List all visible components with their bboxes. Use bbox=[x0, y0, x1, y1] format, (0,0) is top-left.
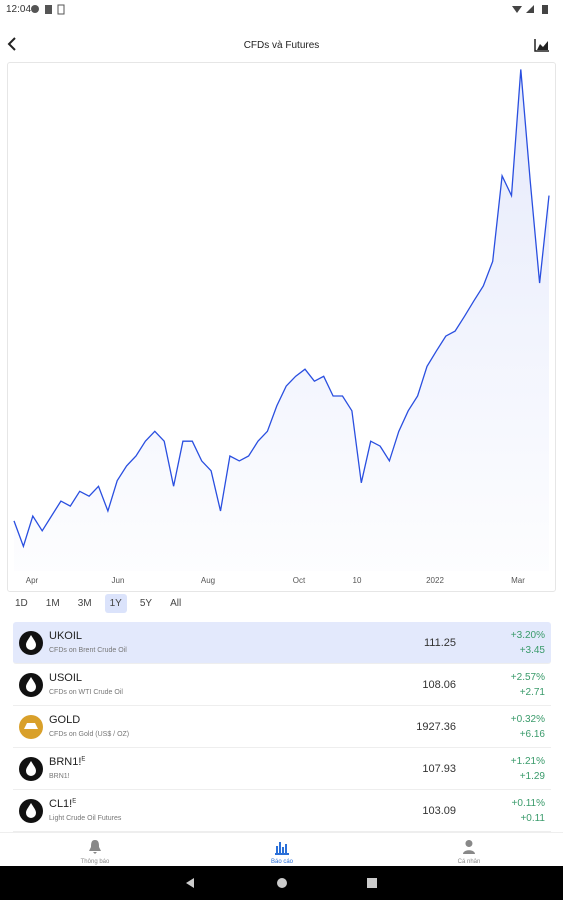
symbol-text: UKOIL bbox=[49, 630, 83, 642]
price: 107.93 bbox=[422, 763, 456, 775]
change: +2.71 bbox=[519, 687, 545, 698]
nav-icon[interactable] bbox=[274, 839, 290, 855]
x-label: Mar bbox=[511, 576, 525, 585]
percent: +3.20% bbox=[510, 630, 545, 641]
instrument-icon bbox=[19, 631, 43, 655]
system-buttons bbox=[186, 878, 377, 888]
range-button[interactable]: 5Y bbox=[139, 598, 153, 609]
symbol-text: CL1! bbox=[49, 798, 73, 810]
price: 103.09 bbox=[422, 805, 456, 817]
symbol-sup: E bbox=[72, 798, 77, 805]
x-label: 10 bbox=[353, 576, 362, 585]
price-line bbox=[13, 69, 550, 549]
title: CFDs và Futures bbox=[243, 40, 320, 51]
price: 108.06 bbox=[422, 679, 456, 691]
price: 111.25 bbox=[423, 637, 456, 649]
chart-card: Apr Jun Aug Oct 10 2022 Mar bbox=[7, 62, 556, 592]
icon-glyph bbox=[24, 723, 38, 729]
symbol: USOIL bbox=[49, 672, 82, 684]
header: CFDs và Futures bbox=[0, 28, 563, 62]
instrument-row[interactable]: BRN1!E BRN1! 107.93 +1.21% +1.29 bbox=[13, 748, 551, 790]
symbol: GOLD bbox=[49, 714, 80, 726]
time: 12:04 bbox=[6, 4, 32, 15]
description: CFDs on Brent Crude Oil bbox=[49, 647, 127, 654]
price: 1927.36 bbox=[416, 721, 456, 733]
instrument-row[interactable]: CL1!E Light Crude Oil Futures 103.09 +0.11%… bbox=[13, 790, 551, 832]
percent: +0.32% bbox=[510, 714, 545, 725]
description: CFDs on Gold (US$ / OZ) bbox=[49, 731, 130, 738]
person bbox=[463, 840, 475, 854]
symbol-text: GOLD bbox=[49, 714, 81, 726]
nav-label[interactable]: Báo cáo bbox=[270, 859, 294, 865]
x-label: Aug bbox=[201, 576, 215, 585]
instrument-icon bbox=[19, 715, 43, 739]
icon-glyph bbox=[26, 635, 36, 650]
percent: +1.21% bbox=[510, 756, 545, 767]
symbol-text: BRN1! bbox=[49, 756, 82, 768]
chart-icon[interactable] bbox=[534, 38, 550, 52]
symbol: BRN1!E bbox=[49, 756, 85, 768]
icon-glyph bbox=[26, 677, 36, 692]
status-bar: 12:04 bbox=[0, 0, 563, 20]
instrument-icon bbox=[19, 799, 43, 823]
instrument-icon bbox=[19, 673, 43, 697]
icon-glyph bbox=[26, 803, 36, 818]
range-button[interactable]: 1D bbox=[15, 598, 28, 609]
icon-glyph bbox=[26, 761, 36, 776]
range-button[interactable]: 3M bbox=[77, 598, 92, 609]
description: BRN1! bbox=[49, 773, 70, 780]
x-label: Oct bbox=[293, 576, 306, 585]
range-button[interactable]: 1M bbox=[45, 598, 60, 609]
status-right-icons bbox=[512, 5, 548, 14]
change: +0.11 bbox=[520, 813, 545, 824]
bottom-nav: Thông báo Báo cáo Cá nhân bbox=[0, 832, 563, 867]
change: +3.45 bbox=[519, 645, 545, 656]
x-label: 2022 bbox=[426, 576, 444, 585]
instrument-row[interactable]: GOLD CFDs on Gold (US$ / OZ) 1927.36 +0.32%… bbox=[13, 706, 551, 748]
change: +6.16 bbox=[519, 729, 545, 740]
range-selector: 1D 1M 3M 1Y 5Y All bbox=[10, 593, 194, 615]
percent: +2.57% bbox=[510, 672, 545, 683]
symbol: UKOIL bbox=[49, 630, 82, 642]
chart: Apr Jun Aug Oct 10 2022 Mar bbox=[13, 69, 550, 585]
nav-icon[interactable] bbox=[461, 839, 477, 855]
symbol-sup: E bbox=[81, 756, 86, 763]
nav-icon[interactable] bbox=[87, 839, 103, 855]
description: Light Crude Oil Futures bbox=[49, 815, 122, 822]
x-label: Jun bbox=[112, 576, 125, 585]
bars bbox=[275, 842, 289, 855]
instrument-icon bbox=[19, 757, 43, 781]
nav-label[interactable]: Cá nhân bbox=[457, 859, 481, 865]
back-button[interactable] bbox=[6, 37, 18, 51]
bell bbox=[89, 840, 101, 854]
instrument-row[interactable]: USOIL CFDs on WTI Crude Oil 108.06 +2.57% +2… bbox=[13, 664, 551, 706]
symbol: CL1!E bbox=[49, 798, 76, 810]
percent: +0.11% bbox=[511, 798, 545, 809]
range-button[interactable]: All bbox=[170, 598, 182, 609]
description: CFDs on WTI Crude Oil bbox=[49, 689, 123, 696]
status-icons bbox=[31, 4, 65, 15]
symbol-text: USOIL bbox=[49, 672, 83, 684]
instrument-row[interactable]: UKOIL CFDs on Brent Crude Oil 111.25 +3.20%… bbox=[13, 622, 551, 664]
change: +1.29 bbox=[519, 771, 545, 782]
system-nav bbox=[0, 866, 563, 900]
x-label: Apr bbox=[26, 576, 39, 585]
nav-label[interactable]: Thông báo bbox=[80, 859, 110, 865]
range-button[interactable]: 1Y bbox=[104, 594, 127, 613]
area bbox=[14, 69, 549, 572]
